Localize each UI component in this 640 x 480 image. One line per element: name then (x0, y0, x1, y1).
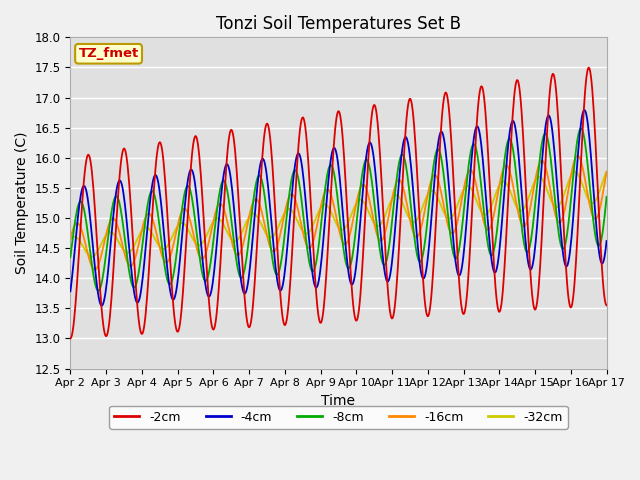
Legend: -2cm, -4cm, -8cm, -16cm, -32cm: -2cm, -4cm, -8cm, -16cm, -32cm (109, 406, 568, 429)
Title: Tonzi Soil Temperatures Set B: Tonzi Soil Temperatures Set B (216, 15, 461, 33)
Y-axis label: Soil Temperature (C): Soil Temperature (C) (15, 132, 29, 274)
Text: TZ_fmet: TZ_fmet (79, 47, 139, 60)
X-axis label: Time: Time (321, 394, 355, 408)
